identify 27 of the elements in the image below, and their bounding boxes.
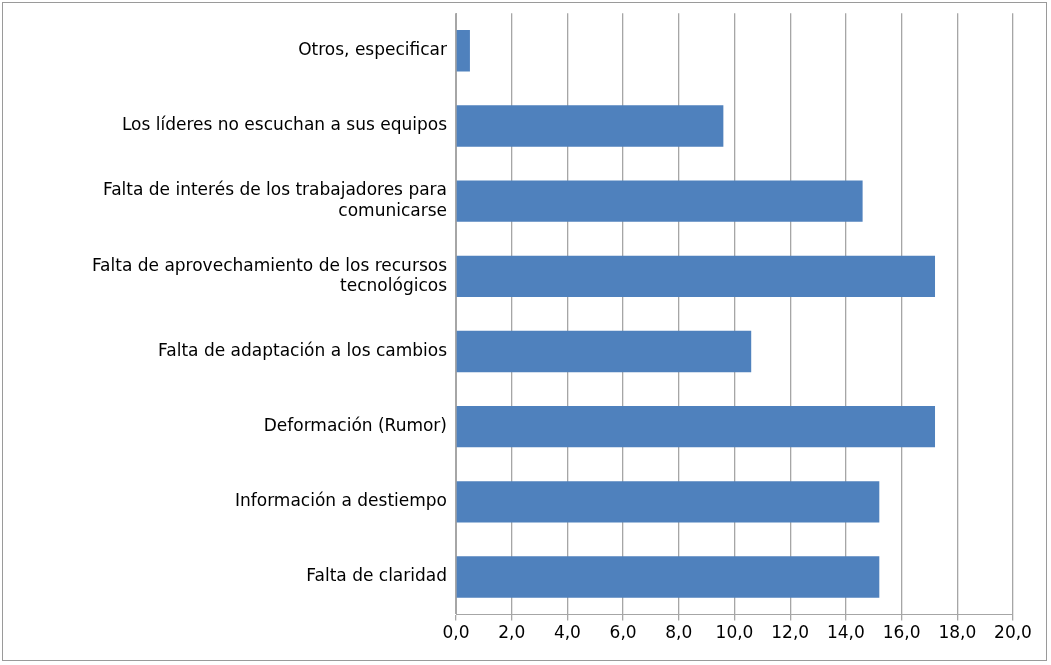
y-tick-label: Información a destiempo [234, 490, 447, 511]
y-tick-label: Otros, especificar [298, 39, 448, 60]
y-tick-label: Falta de aprovechamiento de los recursos tecnológicos [91, 254, 448, 295]
x-tick-label: 14,0 [826, 622, 865, 643]
x-tick-label: 18,0 [938, 622, 977, 643]
x-tick-label: 20,0 [994, 622, 1032, 643]
x-tick-label: 16,0 [882, 622, 921, 643]
x-tick-label: 6,0 [609, 622, 637, 643]
bar [456, 330, 752, 373]
bar [456, 405, 936, 448]
x-tick-label: 4,0 [553, 622, 581, 643]
bar [456, 481, 880, 523]
y-tick-label: Falta de interés de los trabajadores para comunicarse [102, 179, 447, 220]
bar [456, 255, 936, 297]
y-tick-label: Falta de adaptación a los cambios [158, 339, 448, 360]
y-tick-label: Falta de claridad [306, 565, 447, 586]
x-tick-label: 8,0 [665, 622, 693, 643]
x-tick-label: 10,0 [715, 622, 754, 643]
x-tick-label: 12,0 [771, 622, 810, 643]
bar [456, 180, 863, 222]
y-tick-label: Deformación (Rumor) [263, 415, 447, 436]
y-tick-label: Los líderes no escuchan a sus equipos [121, 114, 448, 135]
x-tick-label: 0,0 [442, 622, 470, 643]
x-tick-label: 2,0 [498, 622, 526, 643]
bar [456, 30, 470, 72]
bar [456, 556, 880, 598]
bar [456, 105, 724, 147]
